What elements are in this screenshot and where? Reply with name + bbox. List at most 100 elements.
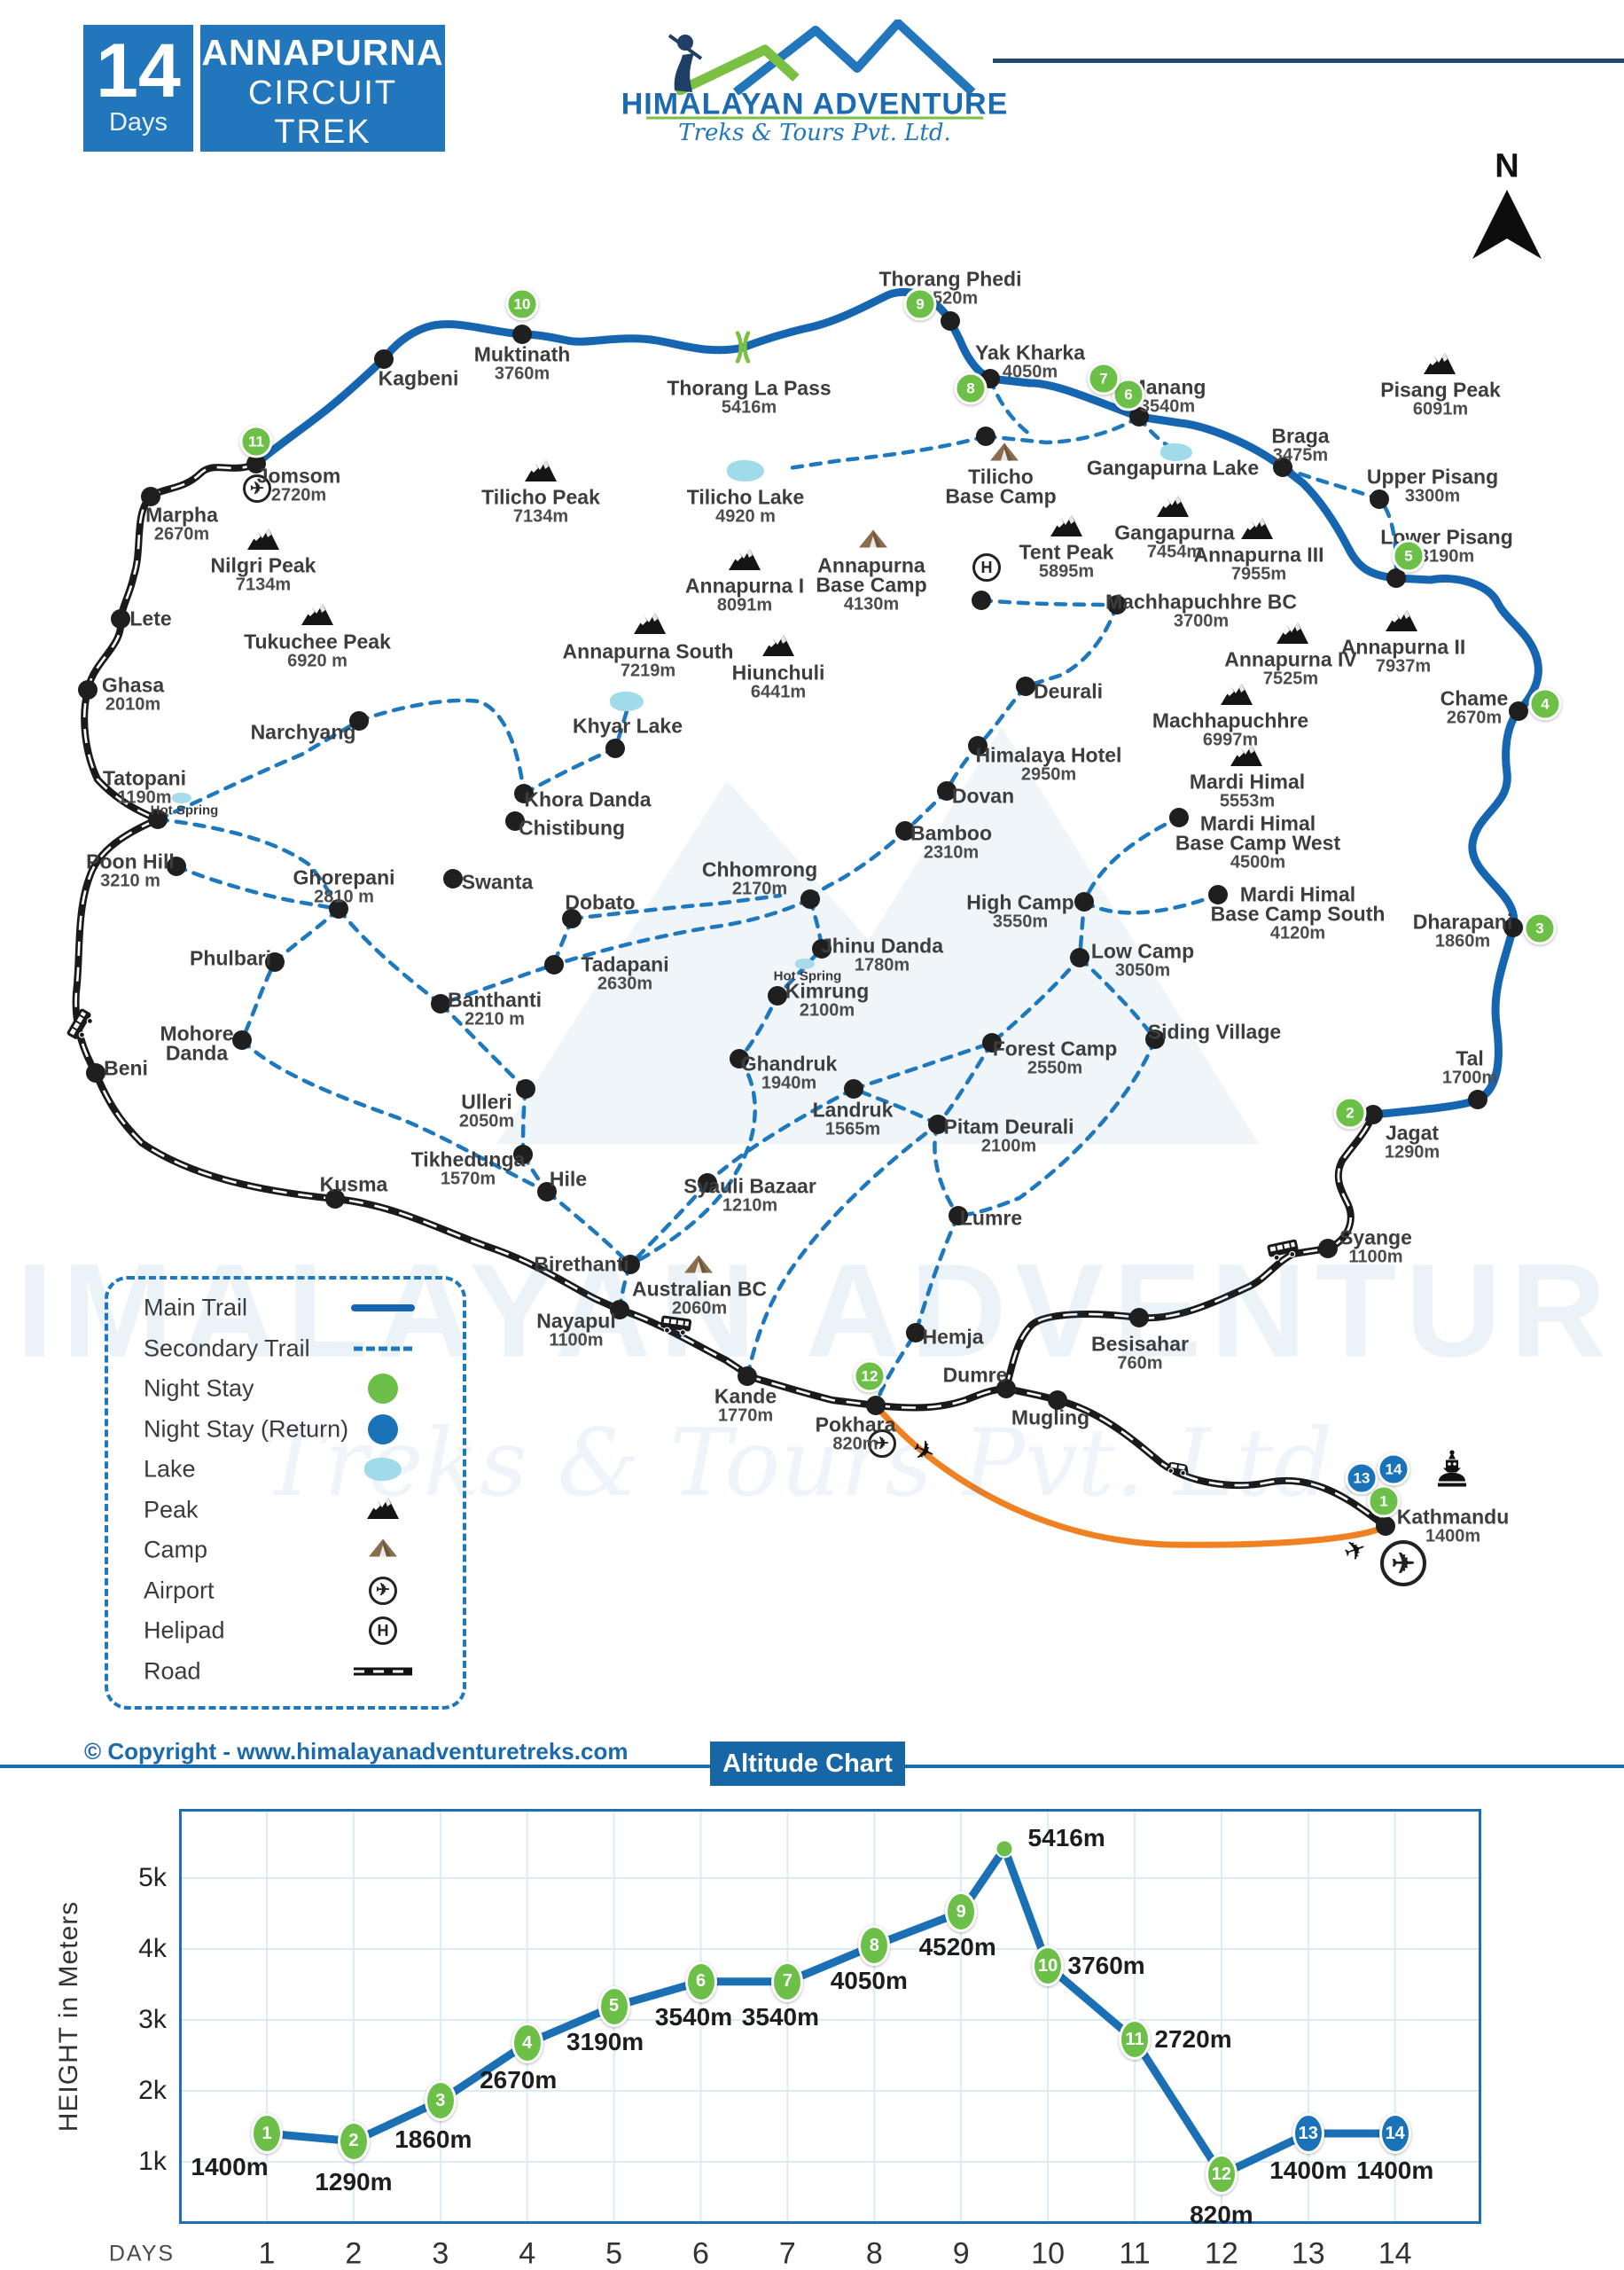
location-dot: [941, 311, 960, 331]
chart-day-marker: 8: [858, 1925, 891, 1966]
location-label: Annapurna South: [562, 639, 734, 663]
lake-icon: [1160, 443, 1192, 461]
location-label: Ghandruk: [740, 1052, 838, 1076]
chart-value-label: 3190m: [566, 2027, 644, 2055]
location-elevation: 3475m: [1272, 445, 1329, 466]
chart-day-marker: 5: [597, 1985, 630, 2027]
peak-icon: [1156, 494, 1190, 522]
chart-value-label: 1400m: [1269, 2156, 1347, 2184]
location-label: Dharapani: [1412, 910, 1513, 934]
location-label: Banthanti: [447, 988, 543, 1012]
location-label: Dumre: [942, 1363, 1008, 1387]
location-elevation: 820m: [832, 1434, 878, 1454]
legend-swatch-airport-icon: ✈: [369, 1576, 397, 1605]
location-dot: [866, 1396, 886, 1415]
chart-day-marker: 13: [1292, 2113, 1324, 2154]
peak-icon: [633, 611, 667, 639]
chart-y-axis-label: HEIGHT in Meters: [54, 1900, 83, 2133]
header-rule: [993, 59, 1624, 63]
car-icon: [1162, 1459, 1191, 1483]
location-label: Ghasa: [101, 673, 165, 697]
location-dot: [1468, 1090, 1487, 1109]
location-elevation: 1100m: [1348, 1247, 1403, 1267]
location-elevation: 2630m: [597, 974, 653, 994]
y-tick-label: 2k: [138, 2076, 167, 2105]
location-elevation: 2720m: [270, 485, 327, 505]
location-label: Forest Camp: [992, 1037, 1118, 1061]
chart-day-marker: 14: [1378, 2113, 1411, 2154]
peak-icon: [1230, 743, 1263, 771]
title-line-3: TREK: [274, 114, 371, 151]
location-dot: [730, 1049, 749, 1068]
chart-day-marker: 10: [1032, 1945, 1065, 1987]
night-stay-badge: 2: [1333, 1096, 1367, 1130]
location-label: Jomsom: [256, 464, 341, 488]
legend: Main Trail Secondary Trail Night Stay Night…: [105, 1276, 466, 1710]
legend-swatch-road-icon: [354, 1667, 412, 1675]
location-dot: [949, 1206, 968, 1225]
location-elevation: 3300m: [1404, 486, 1461, 506]
legend-label-peak: Peak: [144, 1496, 199, 1522]
location-dot: [1129, 407, 1149, 427]
location-elevation: 4130m: [843, 594, 900, 614]
legend-label-camp: Camp: [144, 1536, 208, 1563]
days-number: 14: [96, 28, 181, 114]
camp-icon: [857, 528, 889, 554]
location-label: Machhapuchhre BC: [1105, 590, 1297, 614]
chart-gridlines: [182, 1812, 1480, 2221]
location-label: Besisahar: [1091, 1332, 1189, 1356]
location-dot: [167, 857, 186, 876]
location-label: Base Camp South: [1210, 902, 1386, 926]
location-label: Syauli Bazaar: [683, 1174, 816, 1198]
location-label: Braga: [1271, 424, 1330, 448]
location-dot: [972, 591, 991, 610]
location-elevation: 4050m: [1002, 362, 1058, 382]
title-line-1: ANNAPURNA: [201, 32, 444, 73]
legend-label-night-stay-return: Night Stay (Return): [144, 1415, 349, 1442]
location-label: Hile: [549, 1167, 588, 1191]
location-elevation: 1570m: [440, 1169, 496, 1189]
location-label: Himalaya Hotel: [975, 743, 1122, 767]
peak-icon: [301, 602, 334, 630]
location-elevation: 7525m: [1262, 669, 1319, 689]
location-elevation: 2060m: [671, 1298, 728, 1319]
location-label: Beni: [104, 1056, 148, 1080]
location-label: Nayapul: [536, 1309, 616, 1333]
location-label: Tilicho: [968, 465, 1034, 489]
location-dot: [906, 1323, 925, 1342]
location-elevation: 1190m: [117, 787, 172, 808]
legend-swatch-secondary-trail-icon: [354, 1346, 412, 1350]
location-dot: [148, 810, 168, 829]
location-label: Kagbeni: [378, 366, 459, 390]
location-dot: [512, 325, 532, 344]
location-elevation: 6920 m: [287, 651, 347, 671]
location-dot: [1048, 1390, 1067, 1410]
location-elevation: 5416m: [721, 397, 777, 418]
location-label: Australian BC: [631, 1277, 768, 1301]
location-label: Gangapurna Lake: [1086, 456, 1260, 480]
location-dot: [1318, 1239, 1338, 1258]
location-dot: [937, 781, 956, 801]
chart-value-label: 4520m: [918, 1933, 996, 1961]
location-dot: [325, 1189, 345, 1209]
x-tick-label: 7: [778, 2236, 796, 2270]
hot-spring-icon: [795, 959, 815, 969]
location-label: Tukuchee Peak: [244, 630, 391, 654]
location-elevation: 6997m: [1202, 730, 1259, 750]
night-stay-badge: 5: [1392, 539, 1425, 573]
legend-label-secondary-trail: Secondary Trail: [144, 1335, 310, 1361]
location-label: Swanta: [461, 870, 534, 894]
location-label: Tadapani: [581, 952, 669, 976]
chart-day-marker: 11: [1119, 2019, 1151, 2061]
x-tick-label: 4: [519, 2236, 536, 2270]
location-elevation: 5895m: [1038, 561, 1095, 582]
location-dot: [768, 986, 787, 1006]
night-stay-badge: 3: [1523, 912, 1557, 945]
peak-icon: [1385, 608, 1418, 637]
y-tick-label: 4k: [138, 1934, 167, 1963]
location-dot: [1386, 568, 1406, 588]
location-dot: [1016, 677, 1035, 696]
location-label: Bamboo: [910, 821, 992, 845]
legend-label-airport: Airport: [144, 1577, 215, 1603]
